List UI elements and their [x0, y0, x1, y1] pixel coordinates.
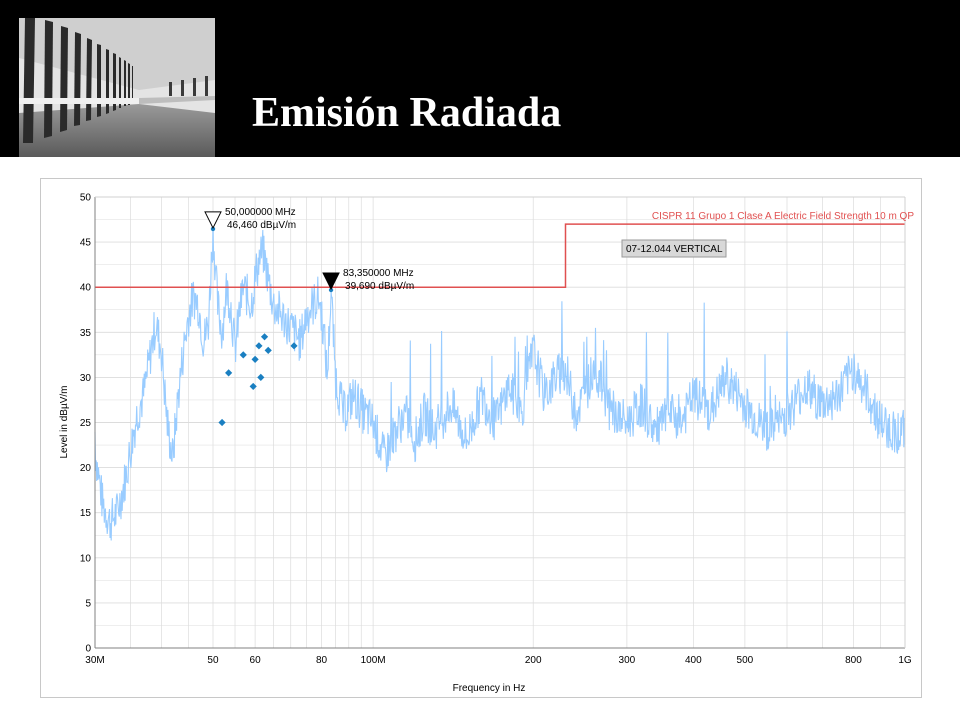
y-tick-label: 45: [80, 238, 92, 249]
x-tick-label: 30M: [85, 655, 104, 666]
qp-marker: [239, 351, 247, 359]
axes: [94, 196, 906, 649]
qp-marker: [249, 382, 257, 391]
x-tick-label: 200: [525, 655, 542, 666]
peak-level-label: 39,690 dBµV/m: [345, 281, 414, 292]
x-tick-label: 100M: [361, 655, 386, 666]
y-axis-title: Level in dBµV/m: [59, 385, 70, 458]
limit-line-label: CISPR 11 Grupo 1 Clase A Electric Field …: [652, 211, 914, 222]
y-tick-label: 20: [80, 463, 92, 474]
qp-markers: [218, 333, 298, 427]
x-tick-label: 1G: [898, 655, 912, 666]
y-tick-label: 15: [80, 508, 92, 519]
open-triangle-marker-icon: [204, 211, 222, 230]
filled-triangle-marker-icon: [322, 272, 340, 291]
qp-marker: [257, 373, 265, 381]
slide-title: Emisión Radiada: [252, 90, 562, 136]
qp-marker: [264, 346, 272, 354]
peak-frequency-label: 50,000000 MHz: [225, 207, 296, 218]
peak-frequency-label: 83,350000 MHz: [343, 268, 414, 279]
y-tick-label: 30: [80, 373, 92, 384]
slide-header: Emisión Radiada: [0, 0, 960, 157]
anechoic-chamber-image: [19, 18, 215, 157]
qp-marker: [251, 355, 259, 363]
y-tick-label: 0: [85, 644, 91, 655]
x-axis-title: Frequency in Hz: [453, 683, 526, 694]
tick-labels: 0 5 10 15 20 25 30 35 40 45 50 30M 50 60 80 100M 200 300 4…: [80, 193, 912, 667]
x-tick-label: 500: [737, 655, 754, 666]
y-tick-label: 25: [80, 418, 92, 429]
peak-annotations: 50,000000 MHz 46,460 dBµV/m 83,350000 MHz 3…: [204, 207, 414, 293]
x-tick-label: 300: [619, 655, 636, 666]
y-tick-label: 50: [80, 193, 92, 204]
qp-marker: [218, 418, 226, 427]
y-tick-label: 40: [80, 283, 92, 294]
qp-marker: [290, 342, 298, 350]
x-tick-label: 50: [207, 655, 219, 666]
emission-chart-svg: 0 5 10 15 20 25 30 35 40 45 50 30M 50 60 80 100M 200 300 4…: [59, 193, 914, 695]
qp-marker: [255, 342, 263, 350]
legend-box-label: 07-12.044 VERTICAL: [626, 244, 723, 255]
qp-marker: [260, 333, 269, 341]
y-tick-label: 5: [85, 598, 91, 609]
limit-line-group: [95, 223, 905, 288]
trace-line: [94, 219, 906, 541]
header-photo: [19, 18, 215, 157]
qp-marker: [225, 369, 233, 377]
y-tick-label: 10: [80, 553, 92, 564]
peak-level-label: 46,460 dBµV/m: [227, 220, 296, 231]
x-tick-label: 400: [685, 655, 702, 666]
emission-chart: 0 5 10 15 20 25 30 35 40 45 50 30M 50 60 80 100M 200 300 4…: [40, 178, 922, 698]
x-tick-label: 800: [845, 655, 862, 666]
legend-box: [621, 239, 727, 258]
y-tick-label: 35: [80, 328, 92, 339]
measurement-trace: [94, 219, 906, 541]
x-tick-label: 60: [250, 655, 262, 666]
limit-line: [95, 223, 905, 288]
x-tick-label: 80: [316, 655, 328, 666]
